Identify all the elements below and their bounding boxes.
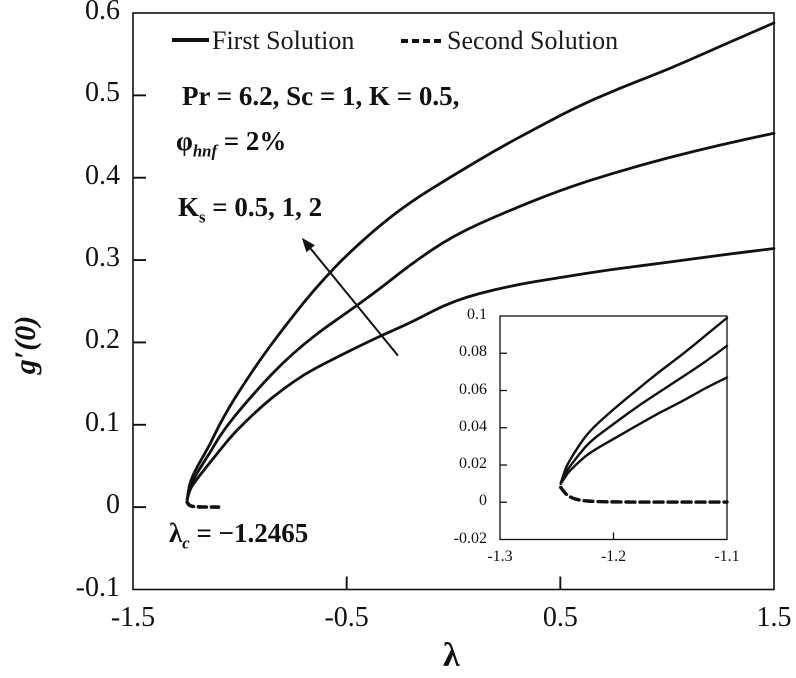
tick-label: -1.5 (110, 601, 156, 633)
annotation-ks: Ks = 0.5, 1, 2 (178, 192, 323, 227)
ks-symbol: K (178, 192, 200, 222)
phi-symbol: φ (176, 126, 193, 156)
tick-label: 0.1 (85, 406, 120, 438)
tick-label: -0.02 (453, 529, 487, 547)
tick-label: 0 (479, 492, 487, 510)
ks-subscript: s (199, 207, 206, 227)
phi-subscript: hnf (192, 141, 218, 161)
legend-first-line-sample (172, 38, 209, 42)
lambdac-subscript: c (182, 533, 190, 553)
annotation-lambda-critical: λc = −1.2465 (169, 518, 309, 553)
tick-label: 0.5 (542, 601, 578, 633)
tick-label: 0.3 (85, 242, 120, 274)
tick-label: 0.06 (459, 380, 487, 398)
tick-label: 0.08 (459, 343, 487, 361)
tick-label: 1.5 (756, 601, 792, 633)
annotation-phi: φhnf = 2% (176, 126, 287, 161)
legend-first-label: First Solution (212, 26, 355, 55)
tick-label: -1.1 (714, 547, 740, 565)
tick-label: 0.1 (467, 306, 487, 323)
tick-label: 0.6 (85, 0, 120, 26)
annotation-parameters: Pr = 6.2, Sc = 1, K = 0.5, (182, 81, 460, 111)
tick-label: 0.4 (85, 159, 120, 191)
ks-values: = 0.5, 1, 2 (205, 192, 323, 222)
tick-label: -0.1 (75, 571, 120, 603)
lambdac-value: = −1.2465 (189, 518, 309, 548)
tick-label: 0.02 (459, 455, 487, 472)
x-axis-label: λ (443, 637, 460, 674)
tick-label: -1.2 (600, 547, 627, 565)
tick-label: 0 (106, 489, 120, 521)
tick-label: -0.5 (324, 601, 369, 633)
tick-label: -1.3 (487, 547, 513, 565)
tick-label: 0.5 (85, 77, 120, 109)
lambda-symbol: λ (169, 518, 183, 548)
tick-label: 0.04 (459, 417, 487, 435)
phi-value: = 2% (217, 126, 287, 156)
legend-second-line-sample (401, 39, 443, 43)
tick-label: 0.2 (85, 324, 120, 356)
legend-second-label: Second Solution (447, 26, 619, 55)
